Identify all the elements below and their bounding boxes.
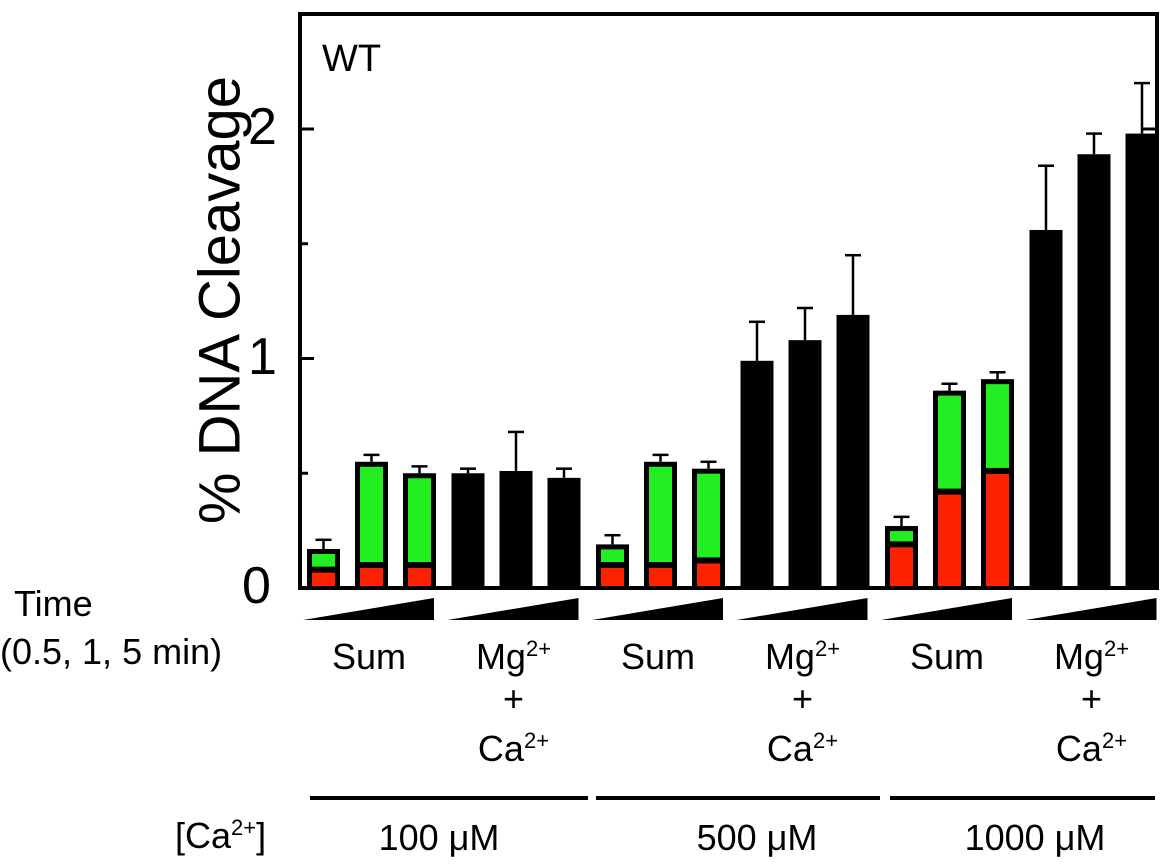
- bar-red-segment: [601, 568, 624, 586]
- bar: [1029, 229, 1063, 589]
- bar-red-segment: [890, 547, 913, 586]
- bar-red-segment: [986, 473, 1009, 586]
- group-label-sum: Sum: [909, 636, 985, 677]
- time-points-label: (0.5, 1, 5 min): [0, 631, 223, 672]
- bar: [836, 314, 870, 588]
- concentration-label: 1000 μM: [964, 817, 1106, 858]
- concentration-label: 100 μM: [378, 817, 500, 858]
- bar-red-segment: [697, 563, 720, 586]
- time-wedge: [592, 598, 723, 620]
- calcium-label: [Ca2+]: [175, 815, 267, 856]
- bar-green-segment: [986, 384, 1009, 468]
- bar: [1077, 154, 1111, 588]
- bar-red-segment: [408, 568, 431, 586]
- bar: [1125, 133, 1159, 588]
- time-wedge: [447, 598, 579, 620]
- group-label-mg-ca: Mg2+ + Ca2+: [764, 636, 841, 769]
- group-label-mg-ca: Mg2+ + Ca2+: [1053, 636, 1130, 769]
- bar: [740, 360, 774, 588]
- time-wedge: [1025, 598, 1157, 620]
- panel-label: WT: [322, 38, 382, 80]
- bar: [788, 340, 822, 588]
- bar-green-segment: [649, 466, 672, 563]
- group-label-sum: Sum: [620, 636, 696, 677]
- y-tick-label: 1: [248, 327, 277, 386]
- bar-green-segment: [890, 531, 913, 542]
- concentration-label: 500 μM: [696, 817, 818, 858]
- bar: [499, 470, 533, 588]
- y-tick-label: 0: [242, 557, 271, 615]
- bar-red-segment: [938, 494, 961, 586]
- bar-green-segment: [697, 473, 720, 558]
- bar: [451, 473, 485, 588]
- time-wedge: [736, 598, 868, 620]
- time-wedges: [303, 598, 1157, 620]
- bar-green-segment: [312, 553, 335, 567]
- time-wedge: [303, 598, 434, 620]
- bar: [547, 477, 581, 588]
- bar-green-segment: [938, 395, 961, 489]
- y-tick-label: 2: [248, 98, 277, 156]
- group-label-sum: Sum: [331, 636, 407, 677]
- y-axis-label: % DNA Cleavage: [187, 75, 253, 525]
- time-wedge: [881, 598, 1012, 620]
- group-label-mg-ca: Mg2+ + Ca2+: [475, 636, 552, 769]
- bar-green-segment: [360, 466, 383, 563]
- time-label: Time: [14, 583, 93, 624]
- bar-green-segment: [601, 549, 624, 563]
- bar-red-segment: [649, 568, 672, 586]
- bar-red-segment: [360, 568, 383, 586]
- bar-green-segment: [408, 478, 431, 563]
- bar-red-segment: [312, 572, 335, 586]
- bars-layer: [307, 81, 1159, 589]
